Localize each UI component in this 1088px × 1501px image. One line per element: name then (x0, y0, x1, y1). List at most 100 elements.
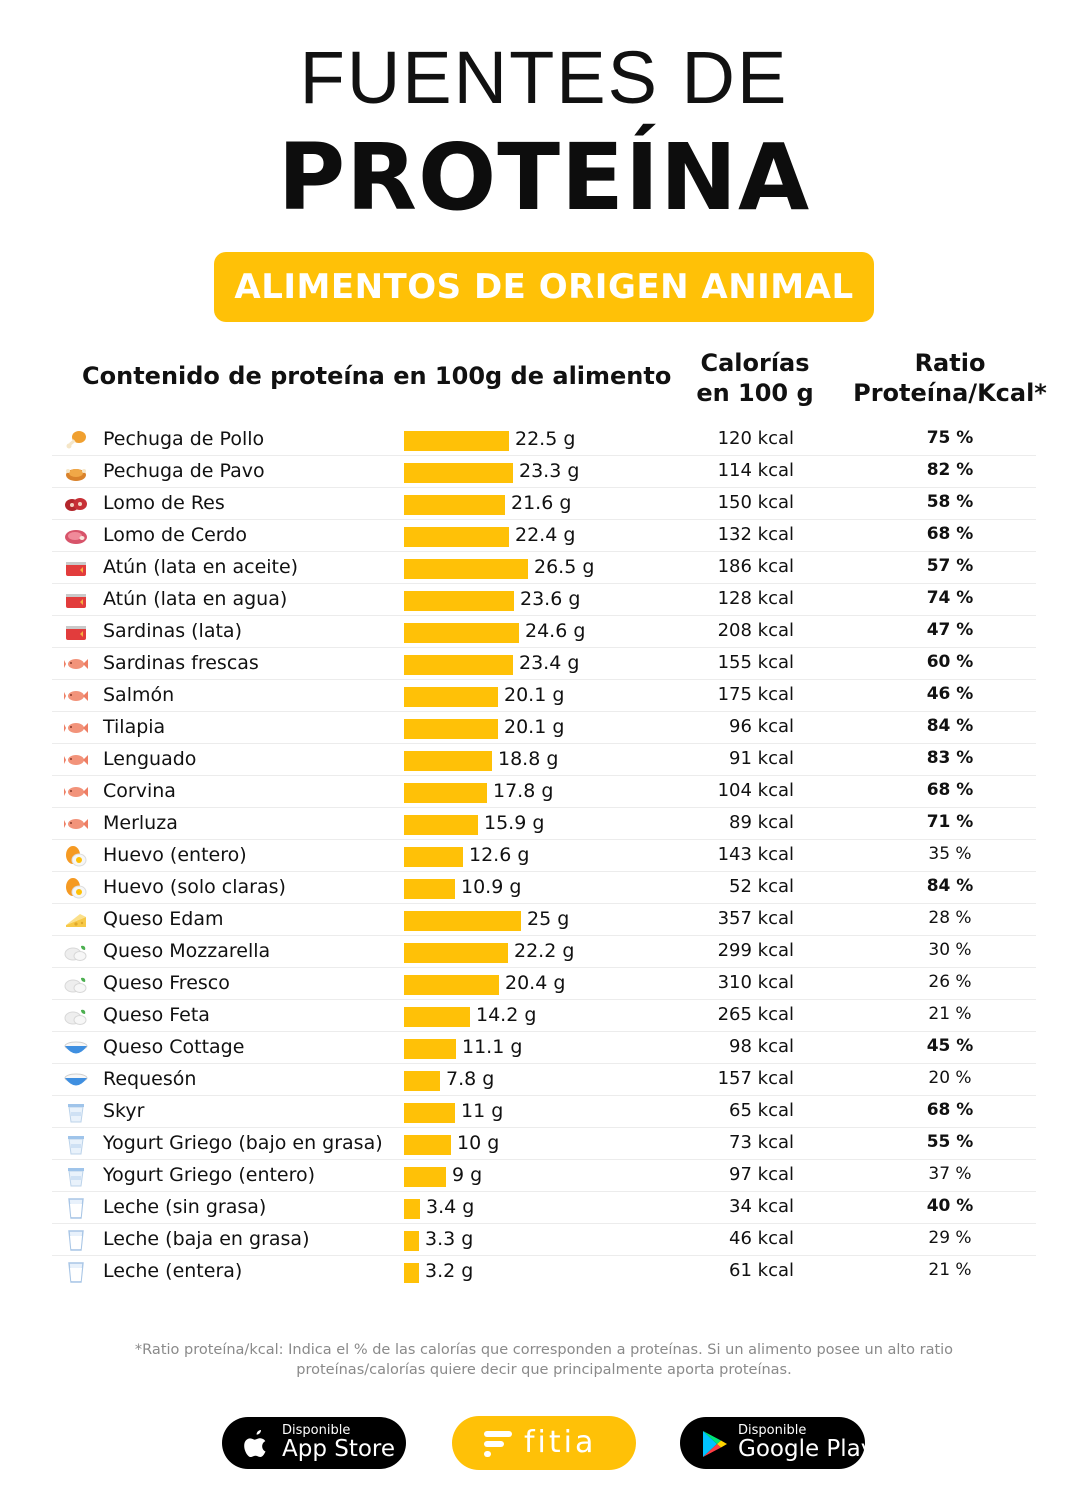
calories-value: 143 kcal (717, 844, 794, 865)
ratio-value: 84 % (926, 716, 974, 736)
table-row: Lomo de Cerdo 22.4 g 132 kcal 68 % (52, 520, 1036, 552)
food-name: Leche (sin grasa) (103, 1196, 267, 1218)
table-row: Queso Mozzarella 22.2 g 299 kcal 30 % (52, 936, 1036, 968)
food-name: Sardinas frescas (103, 652, 259, 674)
calories-value: 155 kcal (717, 652, 794, 673)
ratio-value: 74 % (926, 588, 974, 608)
table-row: Tilapia 20.1 g 96 kcal 84 % (52, 712, 1036, 744)
yogurt-icon (64, 1165, 88, 1187)
protein-value-label: 11.1 g (462, 1036, 523, 1058)
food-name: Queso Fresco (103, 972, 230, 994)
calories-value: 265 kcal (717, 1004, 794, 1025)
ratio-value: 71 % (926, 812, 974, 832)
category-banner-label: ALIMENTOS DE ORIGEN ANIMAL (234, 267, 854, 307)
tin-can-icon (64, 557, 88, 579)
header-ratio-line2: Proteína/Kcal* (853, 379, 1047, 407)
ratio-value: 30 % (928, 940, 972, 960)
protein-bar (404, 527, 509, 547)
yogurt-icon (64, 1133, 88, 1155)
calories-value: 98 kcal (729, 1036, 794, 1057)
ratio-value: 83 % (926, 748, 974, 768)
protein-value-label: 22.2 g (514, 940, 575, 962)
ratio-value: 57 % (926, 556, 974, 576)
table-row: Queso Cottage 11.1 g 98 kcal 45 % (52, 1032, 1036, 1064)
calories-value: 34 kcal (729, 1196, 794, 1217)
protein-chart: Pechuga de Pollo 22.5 g 120 kcal 75 % Pechug… (52, 424, 1036, 1288)
protein-bar (404, 911, 521, 931)
protein-bar (404, 431, 509, 451)
food-name: Atún (lata en agua) (103, 588, 288, 610)
fish-icon (64, 653, 88, 675)
tin-can-icon (64, 589, 88, 611)
google-play-label: Google Play (738, 1436, 875, 1462)
food-name: Queso Mozzarella (103, 940, 271, 962)
protein-bar (404, 943, 508, 963)
protein-value-label: 24.6 g (525, 620, 586, 642)
table-row: Huevo (entero) 12.6 g 143 kcal 35 % (52, 840, 1036, 872)
table-row: Queso Edam 25 g 357 kcal 28 % (52, 904, 1036, 936)
protein-value-label: 3.2 g (425, 1260, 474, 1282)
protein-bar (404, 783, 487, 803)
protein-value-label: 17.8 g (493, 780, 554, 802)
ratio-value: 75 % (926, 428, 974, 448)
milk-glass-icon (64, 1261, 88, 1283)
app-store-label: App Store (282, 1436, 396, 1462)
food-name: Lenguado (103, 748, 197, 770)
page-title: PROTEÍNA (277, 124, 811, 231)
google-play-badge[interactable]: Disponible Google Play (680, 1417, 874, 1469)
fish-icon (64, 717, 88, 739)
ratio-value: 68 % (926, 524, 974, 544)
ratio-value: 37 % (928, 1164, 972, 1184)
protein-value-label: 14.2 g (476, 1004, 537, 1026)
protein-value-label: 15.9 g (484, 812, 545, 834)
title-line-1: FUENTES DE (299, 36, 789, 119)
header-protein-content: Contenido de proteína en 100g de aliment… (82, 362, 672, 390)
protein-value-label: 22.4 g (515, 524, 576, 546)
protein-bar (404, 1007, 470, 1027)
protein-bar (404, 1263, 419, 1283)
table-row: Yogurt Griego (bajo en grasa) 10 g 73 kcal… (52, 1128, 1036, 1160)
fitia-logo-badge[interactable]: fitia (452, 1416, 636, 1470)
calories-value: 65 kcal (729, 1100, 794, 1121)
table-row: Sardinas (lata) 24.6 g 208 kcal 47 % (52, 616, 1036, 648)
food-name: Tilapia (103, 716, 166, 738)
ratio-value: 20 % (928, 1068, 972, 1088)
header-calories-line2: en 100 g (696, 379, 814, 407)
protein-bar (404, 1103, 455, 1123)
fitia-wordmark: fitia (524, 1425, 597, 1460)
calories-value: 114 kcal (717, 460, 794, 481)
calories-value: 150 kcal (717, 492, 794, 513)
calories-value: 175 kcal (717, 684, 794, 705)
protein-value-label: 23.6 g (520, 588, 581, 610)
calories-value: 357 kcal (717, 908, 794, 929)
food-name: Yogurt Griego (bajo en grasa) (103, 1132, 383, 1154)
protein-value-label: 20.1 g (504, 684, 565, 706)
food-name: Leche (baja en grasa) (103, 1228, 310, 1250)
milk-glass-icon (64, 1197, 88, 1219)
table-row: Queso Fresco 20.4 g 310 kcal 26 % (52, 968, 1036, 1000)
protein-bar (404, 495, 505, 515)
ratio-value: 28 % (928, 908, 972, 928)
ratio-value: 82 % (926, 460, 974, 480)
bowl-icon (64, 1037, 88, 1059)
header-calories-line1: Calorías (700, 349, 810, 377)
header-ratio: Ratio Proteína/Kcal* (845, 348, 1055, 408)
protein-bar (404, 559, 528, 579)
mozzarella-icon (64, 941, 88, 963)
table-row: Atún (lata en aceite) 26.5 g 186 kcal 57 % (52, 552, 1036, 584)
calories-value: 46 kcal (729, 1228, 794, 1249)
app-store-badge[interactable]: Disponible App Store (222, 1417, 406, 1469)
mozzarella-icon (64, 973, 88, 995)
google-play-small-label: Disponible (738, 1423, 807, 1438)
protein-value-label: 25 g (527, 908, 570, 930)
protein-value-label: 23.3 g (519, 460, 580, 482)
food-name: Corvina (103, 780, 176, 802)
egg-icon (64, 845, 88, 867)
calories-value: 91 kcal (729, 748, 794, 769)
protein-value-label: 12.6 g (469, 844, 530, 866)
calories-value: 299 kcal (717, 940, 794, 961)
protein-value-label: 7.8 g (446, 1068, 495, 1090)
ratio-value: 21 % (928, 1260, 972, 1280)
protein-value-label: 10 g (457, 1132, 500, 1154)
protein-value-label: 23.4 g (519, 652, 580, 674)
